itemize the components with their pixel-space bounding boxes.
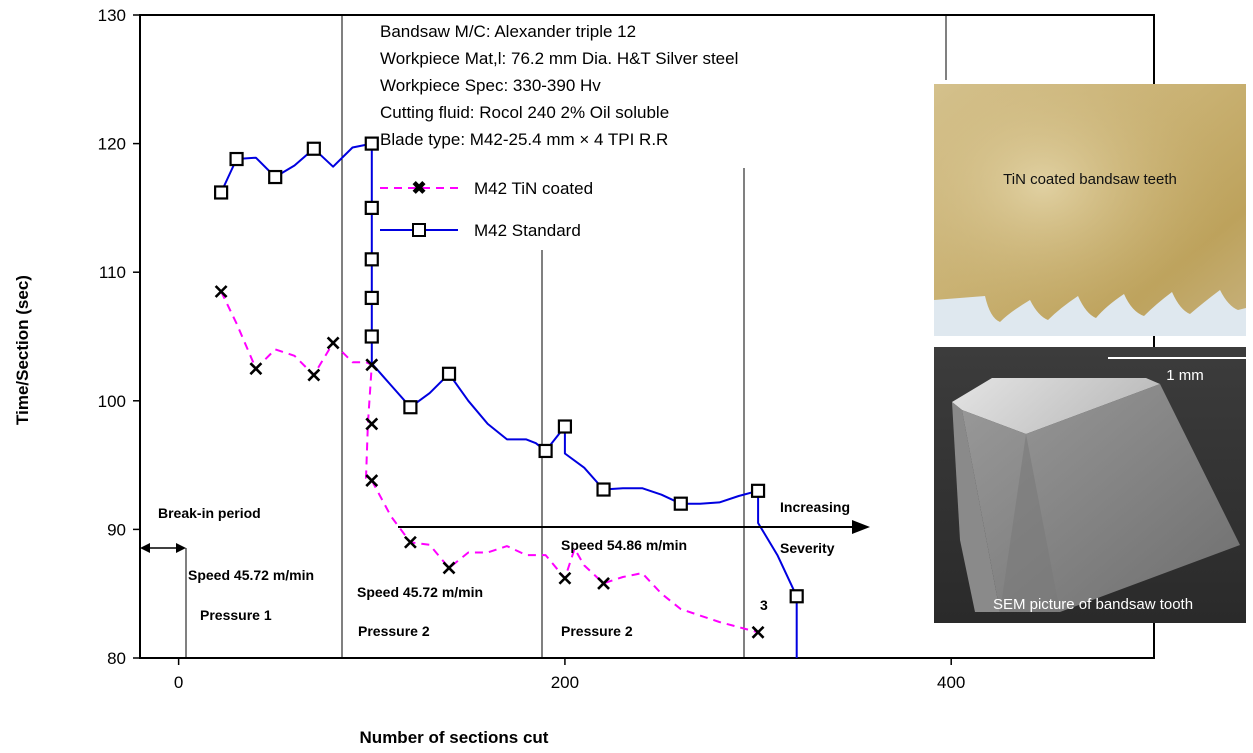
annotation-severity: Severity: [780, 540, 835, 556]
x-tick-labels: 0 200 400: [174, 673, 965, 692]
sem-tooth-side: [952, 402, 1000, 612]
data-point-standard: [364, 200, 379, 215]
photo-tin-caption: TiN coated bandsaw teeth: [1003, 171, 1177, 188]
axis-ticks: [133, 14, 952, 665]
info-line: Workpiece Spec: 330-390 Hv: [380, 76, 601, 95]
legend-marker-x: ✖: [411, 178, 426, 198]
data-point-standard: [673, 496, 688, 511]
data-point-standard: [750, 483, 766, 498]
series-line-standard: [220, 142, 798, 658]
annotation-speed-1: Speed 45.72 m/min: [188, 567, 314, 583]
data-point-tin-coated: [249, 362, 263, 376]
y-tick-label: 110: [99, 263, 126, 282]
break-in-arrowhead-right: [176, 543, 186, 553]
y-axis-title: Time/Section (sec): [13, 275, 32, 425]
data-point-tin-coated: [365, 358, 379, 372]
y-tick-label: 120: [98, 135, 126, 154]
data-point-standard: [364, 290, 379, 306]
data-point-tin-coated: [442, 561, 456, 575]
data-point-tin-coated: [597, 576, 610, 590]
series-line-tin-coated: [220, 291, 759, 634]
y-tick-label: 90: [107, 520, 126, 539]
sem-tooth-top: [952, 378, 1160, 434]
data-point-standard: [789, 589, 804, 604]
data-point-tin-coated: [365, 417, 379, 431]
y-tick-label: 130: [98, 6, 126, 25]
data-point-standard: [364, 136, 379, 151]
scale-bar-label: 1 mm: [1166, 367, 1204, 384]
data-point-tin-coated: [326, 336, 340, 350]
data-point-standard: [596, 482, 611, 497]
data-point-standard: [557, 419, 573, 434]
plot-frame: [139, 14, 1155, 659]
test-conditions: Bandsaw M/C: Alexander triple 12 Workpie…: [380, 22, 738, 149]
data-point-standard: [538, 443, 553, 459]
data-point-tin-coated: [403, 535, 417, 549]
x-tick-label: 400: [937, 673, 965, 692]
data-point-standard: [441, 366, 457, 381]
photo-tin-teeth: TiN coated bandsaw teeth: [934, 84, 1246, 336]
annotation-pressure-1: Pressure 1: [200, 607, 272, 623]
legend-label-standard: M42 Standard: [474, 221, 581, 240]
vertical-gridlines: [185, 15, 947, 658]
annotation-pressure-2a: Pressure 2: [358, 623, 430, 639]
x-tick-label: 200: [551, 673, 579, 692]
legend-label-tin: M42 TiN coated: [474, 179, 593, 198]
legend-marker-square: [412, 223, 426, 237]
photo-sem-tooth: 1 mm SEM picture of bandsaw tooth: [934, 347, 1246, 623]
data-point-tin-coated: [751, 625, 765, 639]
info-line: Cutting fluid: Rocol 240 2% Oil soluble: [380, 103, 669, 122]
series-layer: [214, 136, 804, 658]
data-point-standard: [403, 400, 418, 415]
sem-tooth-shadow: [1000, 434, 1060, 612]
legend: ✖ M42 TiN coated M42 Standard: [380, 178, 593, 240]
y-tick-label: 100: [98, 392, 126, 411]
data-point-standard: [214, 185, 229, 200]
data-point-standard: [306, 141, 321, 156]
y-tick-labels: 80 90 100 110 120 130: [98, 6, 126, 668]
data-point-tin-coated: [307, 368, 321, 382]
data-point-standard: [364, 329, 379, 344]
info-line: Bandsaw M/C: Alexander triple 12: [380, 22, 636, 41]
annotation-pressure-2b: Pressure 2: [561, 623, 633, 639]
x-tick-label: 0: [174, 673, 183, 692]
data-point-standard: [268, 169, 283, 185]
y-tick-label: 80: [107, 649, 126, 668]
annotation-break-in: Break-in period: [158, 505, 261, 521]
photo-tin-teeth-profile: [934, 290, 1246, 336]
annotation-speed-3: Speed 54.86 m/min: [561, 537, 687, 553]
photo-tin-highlight: [934, 84, 1246, 336]
x-axis-title: Number of sections cut: [360, 728, 549, 747]
annotations: Break-in period Speed 45.72 m/min Pressu…: [140, 499, 870, 639]
annotation-speed-2: Speed 45.72 m/min: [357, 584, 483, 600]
annotation-increasing: Increasing: [780, 499, 850, 515]
info-line: Blade type: M42-25.4 mm × 4 TPI R.R: [380, 130, 668, 149]
data-point-standard: [364, 252, 379, 267]
photo-sem-caption: SEM picture of bandsaw tooth: [993, 596, 1193, 613]
severity-arrowhead: [852, 520, 870, 534]
data-point-tin-coated: [365, 474, 379, 487]
data-point-standard: [229, 151, 244, 167]
data-point-tin-coated: [214, 285, 228, 298]
annotation-marker-3: 3: [760, 597, 768, 613]
info-line: Workpiece Mat,l: 76.2 mm Dia. H&T Silver…: [380, 49, 738, 68]
break-in-arrowhead-left: [140, 543, 150, 553]
data-point-tin-coated: [558, 571, 572, 585]
